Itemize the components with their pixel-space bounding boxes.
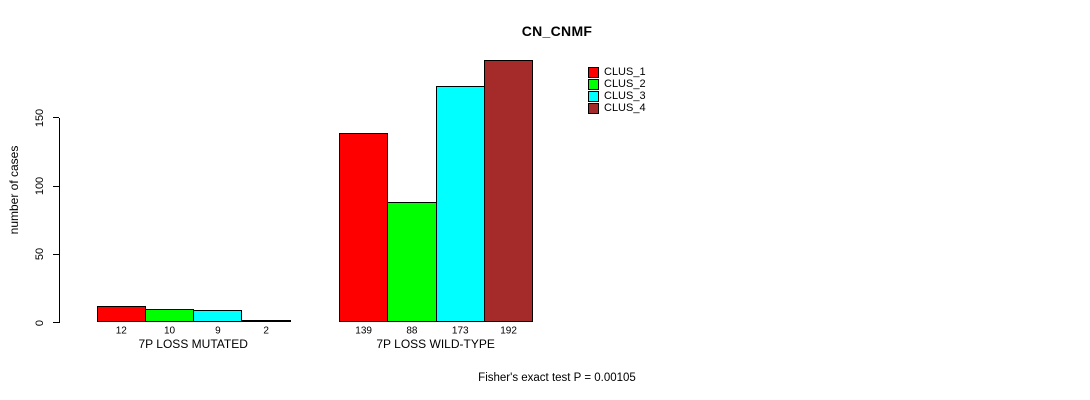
bar-value-label: 139 xyxy=(355,325,372,336)
category-label: 7P LOSS MUTATED xyxy=(138,337,248,351)
legend-label: CLUS_3 xyxy=(604,90,646,102)
legend: CLUS_1 CLUS_2 CLUS_3 CLUS_4 xyxy=(588,66,646,114)
bar-clus_3-group1 xyxy=(193,310,243,323)
bar-value-label: 9 xyxy=(215,325,221,336)
bar-value-label: 10 xyxy=(163,325,176,336)
y-tick-mark xyxy=(52,322,59,323)
legend-row: CLUS_3 xyxy=(588,90,646,102)
bar-value-label: 88 xyxy=(406,325,418,336)
bar-clus_2-group1 xyxy=(144,308,195,323)
bar-clus_1-group1 xyxy=(96,306,146,323)
y-tick-label: 100 xyxy=(34,176,46,196)
bar-value-label: 12 xyxy=(115,325,127,336)
footnote: Fisher's exact test P = 0.00105 xyxy=(478,372,636,384)
bar-value-label: 2 xyxy=(263,325,269,336)
legend-swatch-clus_4 xyxy=(588,102,599,114)
chart-title: CN_CNMF xyxy=(521,23,593,39)
bar-clus_4-group1 xyxy=(241,319,291,323)
legend-row: CLUS_1 xyxy=(588,66,646,78)
legend-label: CLUS_4 xyxy=(604,102,646,114)
y-tick-mark xyxy=(52,185,59,187)
legend-swatch-clus_2 xyxy=(588,78,599,90)
legend-label: CLUS_2 xyxy=(604,78,646,90)
bar-clus_4-group2 xyxy=(483,60,534,323)
y-tick-label: 50 xyxy=(34,248,46,261)
y-tick-label: 150 xyxy=(34,108,46,127)
legend-swatch-clus_1 xyxy=(588,66,599,78)
category-label: 7P LOSS WILD-TYPE xyxy=(376,337,495,351)
bar-clus_2-group2 xyxy=(387,202,437,323)
legend-label: CLUS_1 xyxy=(604,66,646,78)
legend-row: CLUS_4 xyxy=(588,102,646,114)
y-axis-line xyxy=(58,117,60,323)
bar-clus_3-group2 xyxy=(435,86,485,323)
bar-value-label: 192 xyxy=(500,325,517,336)
bar-value-label: 173 xyxy=(451,325,469,336)
y-tick-mark xyxy=(52,117,59,119)
y-tick-mark xyxy=(52,253,59,255)
legend-row: CLUS_2 xyxy=(588,78,646,90)
legend-swatch-clus_3 xyxy=(588,90,599,102)
y-tick-label: 0 xyxy=(34,319,46,326)
bar-clus_1-group2 xyxy=(339,132,389,323)
